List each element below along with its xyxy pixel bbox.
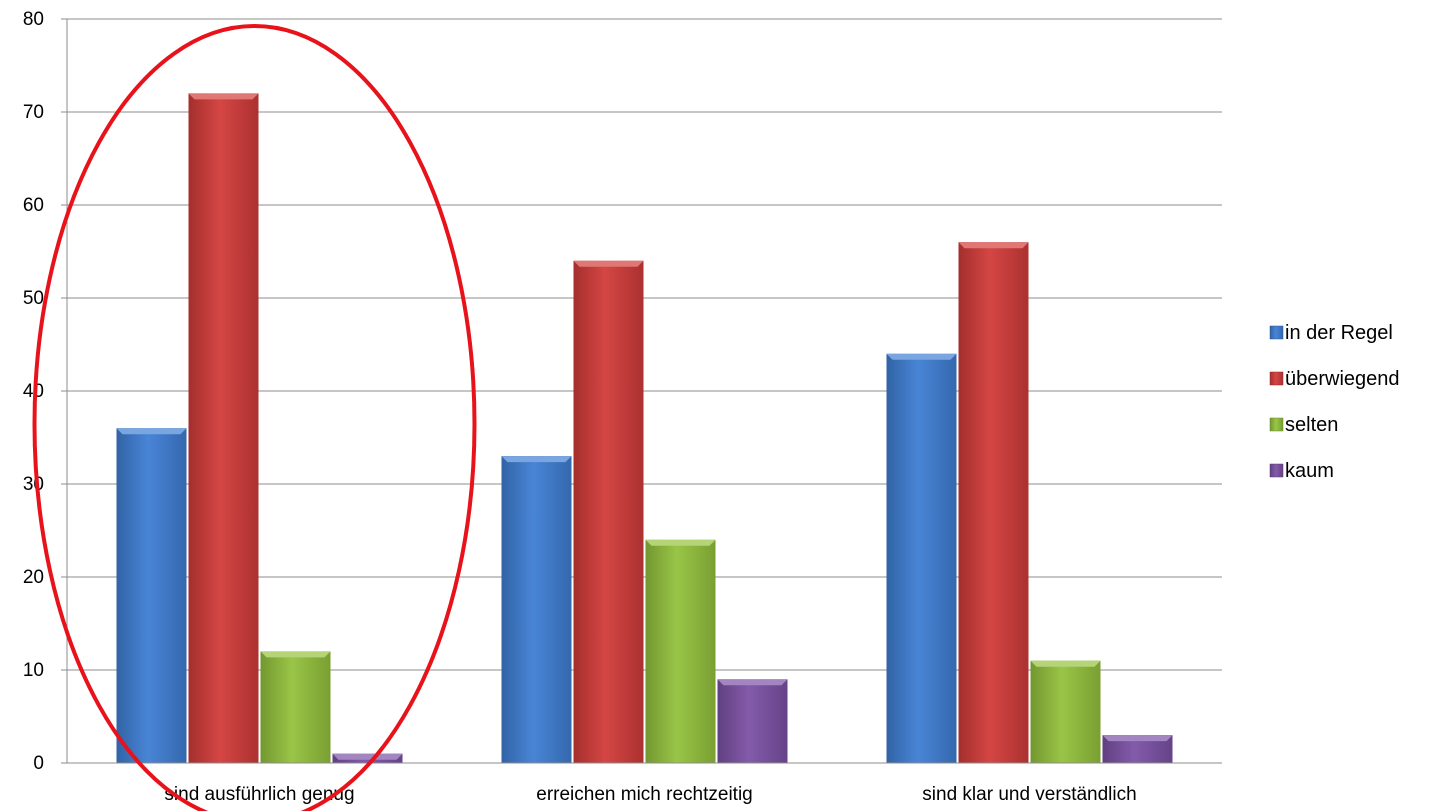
legend-label: in der Regel	[1285, 322, 1393, 344]
y-tick-label: 80	[23, 9, 44, 30]
bar	[116, 428, 187, 763]
y-tick-label: 20	[23, 567, 44, 588]
y-tick-label: 30	[23, 474, 44, 495]
bar-bevel	[188, 93, 259, 100]
bar	[188, 93, 259, 763]
bar-bevel	[1102, 735, 1173, 742]
legend-label: selten	[1285, 414, 1338, 436]
y-tick-label: 70	[23, 102, 44, 123]
x-tick-label: sind ausführlich genug	[164, 784, 354, 805]
bar-bevel	[501, 456, 572, 463]
highlight-ellipse	[32, 24, 477, 811]
gridlines	[67, 18, 1222, 671]
bar	[1030, 660, 1101, 763]
bar-bevel	[717, 679, 788, 686]
bar-bevel	[332, 753, 403, 760]
y-tick-label: 50	[23, 288, 44, 309]
bars	[116, 93, 1173, 763]
legend-swatch	[1269, 463, 1284, 478]
bar	[717, 679, 788, 763]
legend-label: überwiegend	[1285, 368, 1400, 390]
x-tick-label: erreichen mich rechtzeitig	[536, 784, 752, 805]
bar	[645, 539, 716, 763]
y-tick-label: 0	[33, 753, 44, 774]
bar	[501, 456, 572, 763]
bar-bevel	[116, 428, 187, 435]
x-tick-label: sind klar und verständlich	[922, 784, 1136, 805]
bar-bevel	[886, 353, 957, 360]
bar	[260, 651, 331, 763]
legend-label: kaum	[1285, 460, 1334, 482]
bar-bevel	[1030, 660, 1101, 667]
bar-bevel	[645, 539, 716, 546]
bar	[958, 242, 1029, 763]
legend-swatch	[1269, 371, 1284, 386]
bar-bevel	[958, 242, 1029, 249]
bar-bevel	[260, 651, 331, 658]
bar	[886, 353, 957, 763]
bar-bevel	[573, 260, 644, 267]
x-axis: sind ausführlich genug erreichen mich rec…	[67, 762, 1222, 805]
annotation	[32, 24, 477, 811]
legend-swatch	[1269, 417, 1284, 432]
bar	[573, 260, 644, 763]
y-tick-label: 60	[23, 195, 44, 216]
legend-swatch	[1269, 325, 1284, 340]
legend: in der Regel überwiegend selten kaum	[1269, 322, 1400, 482]
y-tick-label: 10	[23, 660, 44, 681]
